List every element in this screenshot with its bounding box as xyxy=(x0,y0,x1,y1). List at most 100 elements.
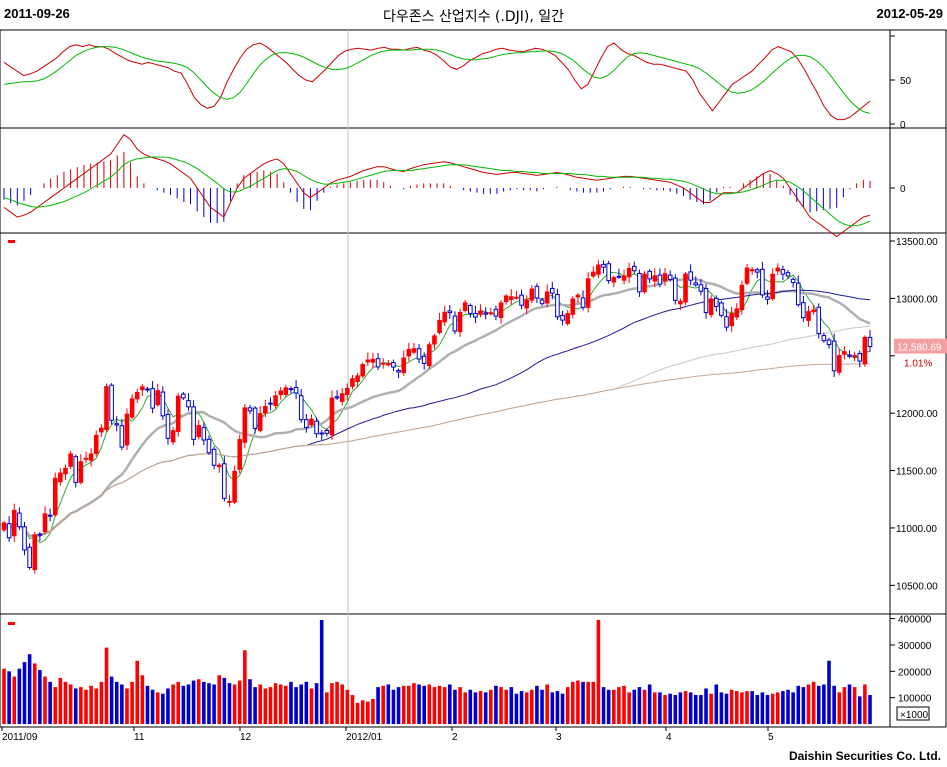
candle-body xyxy=(729,313,734,327)
candle-body xyxy=(99,427,104,433)
candle-body xyxy=(109,384,114,421)
candle-body xyxy=(1,522,7,531)
candle-body xyxy=(831,340,837,372)
volume-bar xyxy=(350,695,355,724)
volume-tick-label: 300000 xyxy=(898,641,932,652)
volume-bar xyxy=(237,680,242,724)
candle-body xyxy=(519,294,524,306)
volume-bar xyxy=(483,692,488,724)
volume-bar xyxy=(294,687,298,724)
candle-body xyxy=(334,396,340,399)
volume-bar xyxy=(499,687,503,724)
candle-body xyxy=(360,364,365,377)
candle-body xyxy=(790,278,796,283)
ma120-line xyxy=(3,325,871,537)
volume-bar xyxy=(827,660,831,724)
candle-body xyxy=(298,395,304,421)
volume-bar xyxy=(120,684,124,724)
price-panel: 13500.00 13000.00 12000.00 11500.00 11000.00… xyxy=(1,237,947,592)
candle-body xyxy=(760,268,765,296)
volume-bar xyxy=(135,660,140,724)
candle-body xyxy=(129,398,135,418)
volume-bar xyxy=(857,696,862,724)
candle-body xyxy=(63,467,68,475)
volume-bar xyxy=(786,689,790,724)
volume-bar xyxy=(611,689,616,724)
volume-bar xyxy=(478,691,483,724)
volume-bar xyxy=(842,687,847,724)
candle-body xyxy=(442,311,447,323)
candle-body xyxy=(652,275,658,282)
volume-bar xyxy=(243,650,247,724)
candle-body xyxy=(524,299,529,309)
volume-bar xyxy=(94,688,99,724)
volume-bar xyxy=(745,691,749,724)
candle-body xyxy=(186,400,191,408)
candle-body xyxy=(631,265,637,272)
candle-body xyxy=(396,369,401,373)
volume-bar xyxy=(304,681,309,724)
volume-panel: 400000 300000 200000 100000 ×1000 xyxy=(2,615,932,724)
candle-body xyxy=(252,407,258,429)
candle-body xyxy=(713,297,719,307)
candle-body xyxy=(816,306,822,335)
candle-body xyxy=(637,273,642,293)
volume-bar xyxy=(73,688,78,724)
candle-body xyxy=(350,378,355,387)
volume-bar xyxy=(422,685,426,724)
volume-bar xyxy=(847,684,852,724)
volume-bar xyxy=(207,683,211,724)
candle-body xyxy=(826,339,832,346)
candle-body xyxy=(386,363,391,366)
volume-bar xyxy=(555,691,560,724)
volume-bar xyxy=(760,692,765,724)
ma20-line xyxy=(2,277,871,538)
candle-body xyxy=(703,288,709,314)
volume-bar xyxy=(509,687,514,724)
volume-bar xyxy=(161,693,165,724)
volume-bar xyxy=(519,691,524,724)
volume-bar xyxy=(540,689,544,724)
volume-bar xyxy=(504,689,508,724)
candle-body xyxy=(52,477,58,516)
candle-body xyxy=(324,430,330,434)
volume-bar xyxy=(63,681,68,724)
volume-bar xyxy=(837,692,842,724)
candle-body xyxy=(667,274,673,280)
candle-body xyxy=(611,277,617,283)
volume-bar xyxy=(345,689,350,724)
candle-body xyxy=(406,348,412,357)
volume-bar xyxy=(171,684,175,724)
price-tick-label: 13500.00 xyxy=(896,237,938,248)
candle-body xyxy=(196,425,202,438)
candle-body xyxy=(268,402,273,405)
volume-bar xyxy=(453,689,457,724)
candle-body xyxy=(370,358,376,363)
candle-body xyxy=(206,438,212,454)
volume-bar xyxy=(99,681,104,724)
candle-body xyxy=(688,271,693,281)
candle-body xyxy=(801,302,806,319)
volume-bar xyxy=(709,693,713,724)
candle-body xyxy=(283,387,289,395)
candle-body xyxy=(708,298,714,316)
volume-bar xyxy=(284,685,288,724)
candle-body xyxy=(662,273,668,282)
volume-bar xyxy=(396,687,401,724)
volume-bar xyxy=(27,654,32,724)
volume-bar xyxy=(560,693,565,724)
candle-body xyxy=(314,420,319,435)
candle-body xyxy=(852,355,857,358)
volume-bar xyxy=(258,684,263,724)
volume-bar xyxy=(263,688,268,724)
candle-body xyxy=(73,456,79,483)
candle-body xyxy=(529,288,535,301)
volume-bar xyxy=(535,685,539,724)
volume-bar xyxy=(683,691,688,724)
volume-bar xyxy=(688,692,693,724)
x-tick-label: 11 xyxy=(134,732,145,743)
candle-body xyxy=(437,319,442,333)
candle-body xyxy=(642,273,647,293)
ma200-line xyxy=(3,363,871,537)
